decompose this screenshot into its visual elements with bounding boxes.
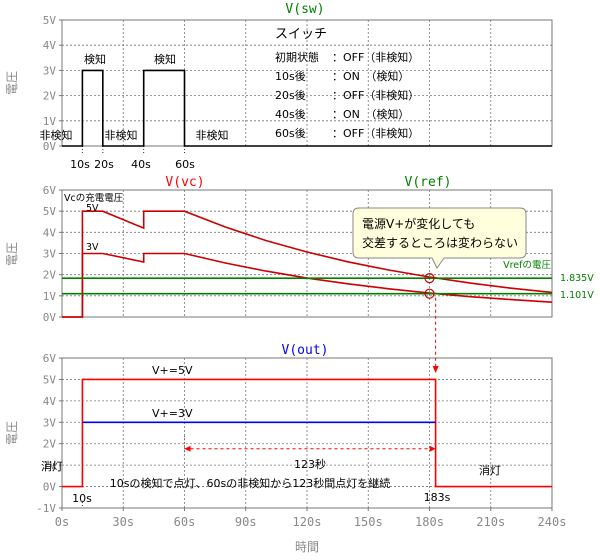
vref-low-label: 1.101V [560,290,594,301]
y-tick-label: 3V [43,64,57,77]
crossing-marker [424,273,435,284]
x-tick-label: 60s [174,515,196,529]
x-tick-label: 0s [55,515,69,529]
y-tick-label: 5V [43,205,57,218]
y-tick-label: 4V [43,395,57,408]
off-label-right: 消灯 [479,463,501,477]
x-tick-label: 180s [415,515,444,529]
y-tick-label: 6V [43,352,57,365]
vc-ylabel: 電圧 [5,242,19,266]
vc-charge-label: Vcの充電電圧 [64,192,124,204]
sw-state-label: 非検知 [40,128,73,142]
grid-layer [61,19,553,509]
vc-title: V(vc) [165,175,204,190]
switch-legend-when: 20s後 [275,88,306,102]
out-xlabel: 時間 [295,540,319,554]
x-tick-label: 30s [112,515,134,529]
sw-time-marker: 10s [70,158,90,171]
y-tick-label: 4V [43,39,57,52]
off-label-left: 消灯 [41,459,63,473]
switch-legend-box: スイッチ 初期状態 ：OFF（非検知） 10s後 ：ON （検知） 20s後 ：… [275,27,419,140]
y-tick-label: 1V [43,115,57,128]
sw-state-label: 非検知 [196,128,229,142]
sw-state-label: 検知 [154,52,176,66]
series-line [62,210,553,318]
behavior-note: 10sの検知で点灯、60sの非検知から123秒間点灯を継続 [110,476,390,490]
y-tick-label: 2V [43,90,57,103]
series-name: V+=3V [152,407,193,420]
out-marker-183s: 183s [424,491,451,504]
callout-line-1: 電源V+が変化しても [362,216,475,231]
y-tick-label: 0V [43,481,57,494]
sw-state-label: 非検知 [105,128,138,142]
sw-time-marker: 60s [175,158,195,171]
vc-5v-label: 5V [86,203,99,214]
series-line [62,69,552,147]
callout-bubble [352,207,527,269]
switch-legend-state: ：OFF（非検知） [332,126,419,140]
switch-legend-state: ：ON （検知） [332,69,409,83]
series-layer: V+=5V V+=3V [62,69,553,508]
duration-label: 123秒 [294,457,326,471]
out-title: V(out) [282,343,329,358]
y-tick-label: 3V [43,416,57,429]
y-tick-label: 1V [43,290,57,303]
sw-title: V(sw) [285,2,324,17]
y-tick-label: 4V [43,226,57,239]
y-tick-label: 0V [43,140,57,153]
callout-box: 電源V+が変化しても 交差するところは変わらない [352,207,527,269]
vref-label: Vrefの電圧 [503,260,551,271]
x-tick-label: 90s [235,515,257,529]
y-tick-label: 6V [43,184,57,197]
x-tick-label: 210s [476,515,505,529]
out-ylabel: 電圧 [5,421,19,445]
y-tick-label: -1V [36,502,56,515]
y-tick-label: 3V [43,248,57,261]
series-line [62,378,552,488]
y-tick-label: 2V [43,438,57,451]
sw-ylabel: 電圧 [5,71,19,95]
switch-legend-state: ：OFF（非検知） [332,50,419,64]
switch-legend-state: ：OFF（非検知） [332,88,419,102]
vref-high-label: 1.835V [560,273,594,284]
x-tick-label: 120s [293,515,322,529]
duration-arrowhead-left [184,445,191,452]
switch-legend-when: 初期状態 [275,50,319,64]
sw-time-marker: 20s [94,158,114,171]
switch-legend-title: スイッチ [275,27,327,42]
switch-legend-when: 10s後 [275,69,306,83]
series-name: V+=5V [152,364,193,377]
y-tick-label: 0V [43,311,57,324]
switch-legend-when: 40s後 [275,107,306,121]
callout-line-2: 交差するところは変わらない [362,235,518,250]
crossing-marker [424,288,435,299]
switch-legend-when: 60s後 [275,126,306,140]
y-tick-label: 2V [43,269,57,282]
y-tick-label: 5V [43,14,57,27]
sw-state-label: 検知 [84,52,106,66]
axis-layer: 0V 1V 2V 3V 4V 5V 0V 1V 2V 3V 4V 5V 6V -1V 0V 1V 2V 3V 4V 5… [36,14,566,529]
x-tick-label: 240s [538,515,567,529]
transition-arrowhead [432,366,439,373]
out-marker-10s: 10s [72,492,92,505]
ref-title: V(ref) [405,175,452,190]
y-tick-label: 1V [43,459,57,472]
series-line [62,252,553,318]
switch-legend-state: ：ON （検知） [332,107,409,121]
vc-3v-label: 3V [86,242,99,253]
sw-time-marker: 40s [131,158,151,171]
x-tick-label: 150s [354,515,383,529]
y-tick-label: 5V [43,373,57,386]
duration-arrowhead-right [429,445,436,452]
